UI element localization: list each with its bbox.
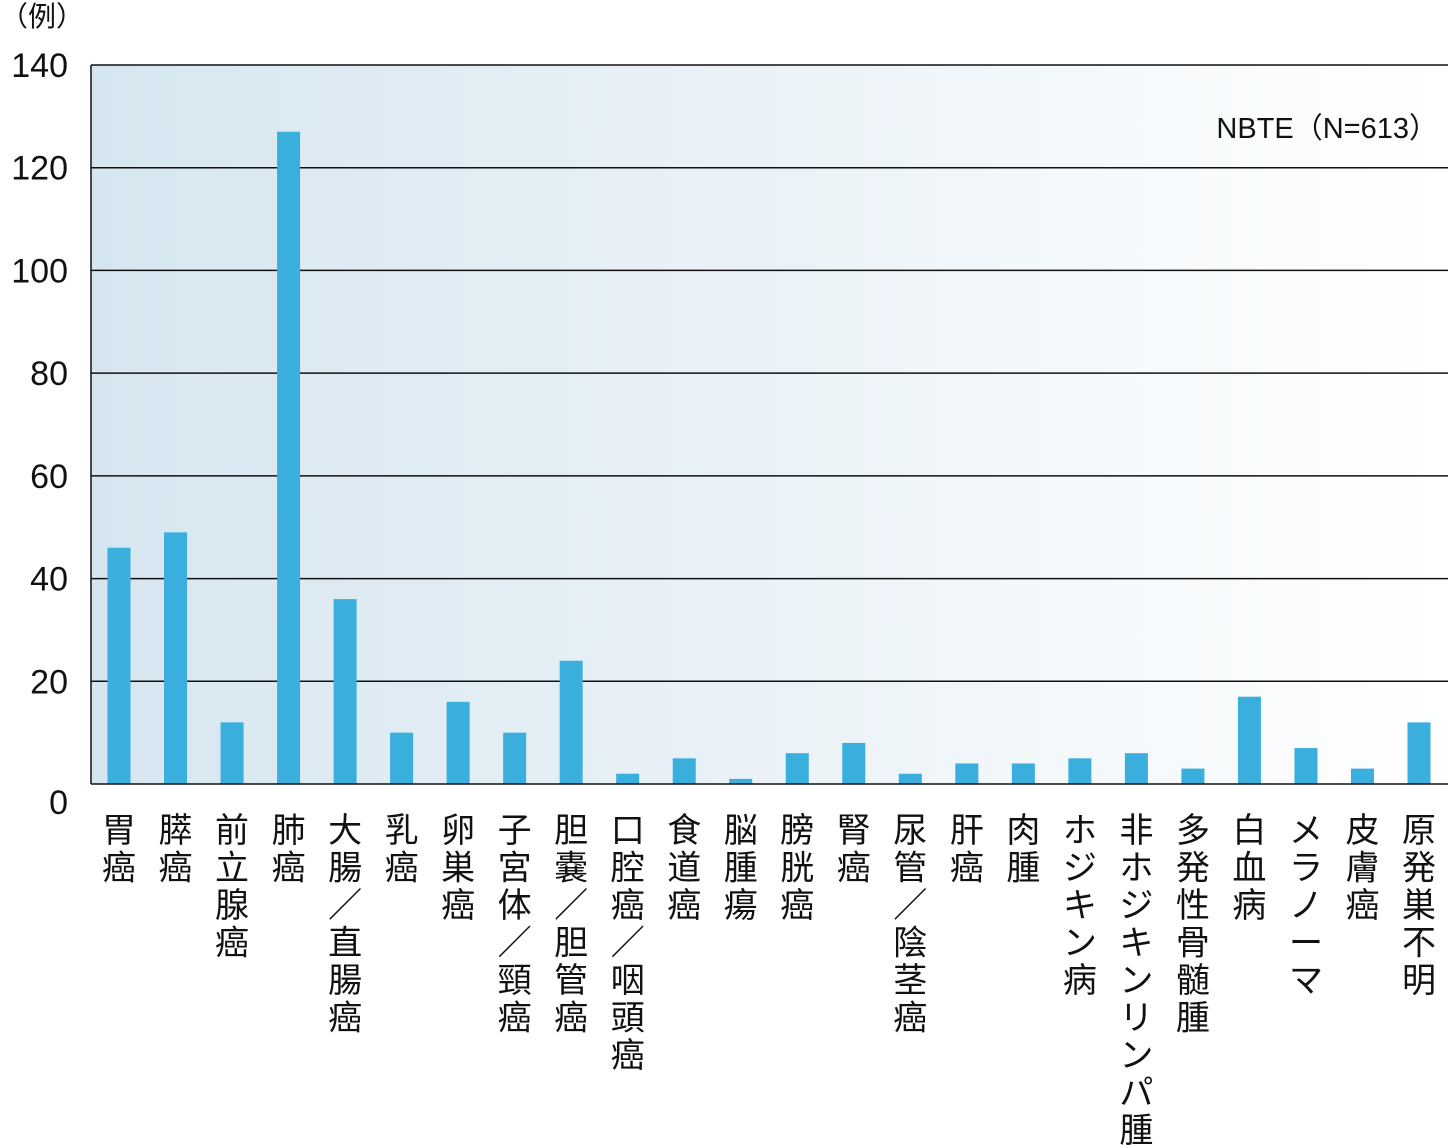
x-category-label: 食道癌	[667, 811, 701, 926]
x-category-label: 大腸／直腸癌	[328, 811, 362, 1039]
x-category-label: 脳腫瘍	[724, 811, 758, 926]
bar	[1237, 696, 1261, 784]
x-category-label: 胃癌	[102, 811, 136, 889]
y-tick-labels: 0 20 40 60 80 100 120 140	[11, 47, 68, 822]
bar	[1350, 768, 1374, 784]
bar	[503, 732, 527, 784]
bar	[390, 732, 414, 784]
bar	[446, 701, 470, 784]
bar	[1181, 768, 1205, 784]
bar	[1407, 722, 1431, 784]
bar	[333, 599, 357, 784]
bar	[164, 532, 188, 784]
bar	[1294, 748, 1318, 784]
y-tick-label: 100	[11, 252, 68, 290]
x-category-label: 肺癌	[272, 811, 306, 889]
gridlines	[91, 64, 1448, 683]
x-category-label: 子宮体／頸癌	[498, 811, 532, 1039]
y-tick-label: 40	[30, 561, 68, 599]
x-category-label: 多発性骨髄腫	[1176, 811, 1210, 1039]
x-category-label: 前立腺癌	[215, 811, 249, 964]
x-category-label: 肉腫	[1006, 811, 1040, 889]
x-category-label: 非ホジキンリンパ腫	[1119, 811, 1153, 1146]
annotation-label: NBTE（N=613）	[1216, 113, 1438, 145]
x-category-label: 膵癌	[159, 811, 193, 889]
x-category-label: 卵巣癌	[441, 811, 475, 926]
bar	[277, 131, 301, 784]
plot-background	[91, 65, 1448, 784]
bar	[729, 778, 753, 784]
x-category-label: 原発巣不明	[1402, 811, 1436, 1001]
x-category-label: 肝癌	[950, 811, 984, 889]
x-category-label: 尿管／陰茎癌	[893, 811, 927, 1039]
x-category-label: 白血病	[1232, 811, 1266, 926]
bar	[1068, 758, 1092, 784]
bar	[1011, 763, 1035, 784]
x-category-label: 口腔癌／咽頭癌	[611, 811, 645, 1076]
y-tick-label: 0	[49, 784, 68, 822]
x-category-label: 腎癌	[837, 811, 871, 889]
bar	[898, 773, 922, 784]
x-category-label: 胆嚢／胆管癌	[554, 811, 588, 1039]
x-category-label: 膀胱癌	[780, 811, 814, 926]
bar	[785, 753, 809, 784]
y-tick-label: 120	[11, 150, 68, 188]
y-tick-label: 20	[30, 663, 68, 701]
bar	[220, 722, 244, 784]
bar	[616, 773, 640, 784]
bar	[955, 763, 979, 784]
bar	[107, 547, 131, 784]
bar	[559, 660, 583, 784]
x-category-label: メラノーマ	[1289, 811, 1323, 1001]
x-category-label: 皮膚癌	[1345, 811, 1379, 926]
x-category-labels: 胃癌膵癌前立腺癌肺癌大腸／直腸癌乳癌卵巣癌子宮体／頸癌胆嚢／胆管癌口腔癌／咽頭癌…	[102, 811, 1436, 1146]
y-unit-label: （例）	[0, 0, 84, 33]
bar	[1124, 753, 1148, 784]
bars	[107, 131, 1431, 784]
y-tick-label: 80	[30, 355, 68, 393]
y-tick-label: 60	[30, 458, 68, 496]
bar	[672, 758, 696, 784]
x-category-label: ホジキン病	[1063, 811, 1097, 1001]
y-tick-label: 140	[11, 47, 68, 85]
x-category-label: 乳癌	[385, 811, 419, 889]
bar	[842, 742, 866, 784]
